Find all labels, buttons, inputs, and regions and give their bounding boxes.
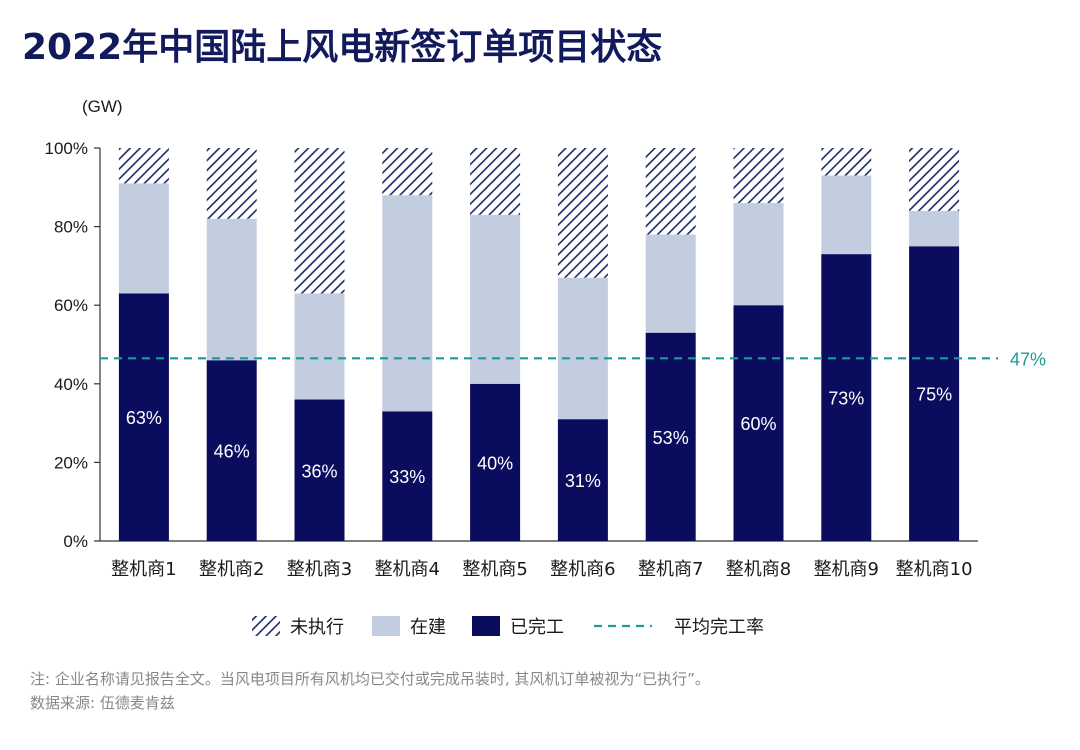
x-tick-label: 整机商6 bbox=[550, 559, 615, 580]
bar-group: 63% 整机商1 bbox=[111, 148, 177, 580]
y-tick-label: 20% bbox=[54, 453, 88, 472]
bar-unexecuted bbox=[909, 148, 960, 211]
bar-completed bbox=[382, 411, 433, 541]
legend-label: 已完工 bbox=[510, 617, 564, 638]
bar-group: 75% 整机商10 bbox=[896, 148, 973, 580]
bar-unexecuted bbox=[821, 148, 872, 176]
bar-group: 31% 整机商6 bbox=[550, 148, 616, 580]
x-tick-label: 整机商9 bbox=[814, 559, 879, 580]
bar-unexecuted bbox=[206, 148, 257, 219]
bar-under-construction bbox=[470, 214, 521, 384]
bar-under-construction bbox=[118, 183, 169, 294]
legend-item: 平均完工率 bbox=[594, 617, 764, 638]
legend-label: 平均完工率 bbox=[674, 617, 764, 638]
x-tick-label: 整机商4 bbox=[375, 559, 440, 580]
average-label: 47% bbox=[1010, 349, 1046, 369]
source-note: 数据来源: 伍德麦肯兹 bbox=[30, 694, 175, 712]
legend-label: 未执行 bbox=[290, 617, 344, 638]
bar-under-construction bbox=[206, 218, 257, 361]
bar-under-construction bbox=[821, 175, 872, 255]
bar-completed bbox=[821, 254, 872, 542]
bar-under-construction bbox=[557, 277, 608, 420]
bar-under-construction bbox=[294, 293, 345, 400]
x-tick-label: 整机商5 bbox=[462, 559, 527, 580]
footnote: 注: 企业名称请见报告全文。当风电项目所有风机均已交付或完成吊装时, 其风机订单… bbox=[30, 670, 710, 688]
bar-completed bbox=[645, 332, 696, 541]
bar-group: 40% 整机商5 bbox=[462, 148, 528, 580]
legend-swatch bbox=[372, 616, 400, 636]
legend-item: 在建 bbox=[372, 616, 446, 638]
bar-unexecuted bbox=[557, 148, 608, 278]
bar-under-construction bbox=[382, 195, 433, 412]
legend-item: 未执行 bbox=[252, 616, 344, 638]
y-tick-label: 80% bbox=[54, 218, 88, 237]
bar-unexecuted bbox=[733, 148, 784, 204]
stacked-bar-chart: (GW) 0% 20% 40% 60% 80% 100% 63% 整机商1 46% 整机商2 36… bbox=[45, 97, 1047, 638]
bar-completed bbox=[294, 399, 345, 541]
bar-completed bbox=[118, 293, 169, 541]
data-label: 33% bbox=[389, 467, 425, 487]
bar-unexecuted bbox=[118, 148, 169, 184]
bar-group: 53% 整机商7 bbox=[638, 148, 703, 580]
data-label: 75% bbox=[916, 385, 952, 405]
bar-completed bbox=[557, 419, 608, 541]
y-tick-label: 100% bbox=[45, 139, 88, 158]
data-label: 63% bbox=[126, 408, 162, 428]
data-label: 36% bbox=[301, 461, 337, 481]
data-label: 40% bbox=[477, 453, 513, 473]
data-label: 46% bbox=[214, 442, 250, 462]
data-label: 60% bbox=[740, 414, 776, 434]
legend-swatch bbox=[472, 616, 500, 636]
bar-group: 46% 整机商2 bbox=[199, 148, 264, 580]
x-tick-label: 整机商10 bbox=[896, 559, 973, 580]
bar-group: 73% 整机商9 bbox=[814, 148, 879, 580]
x-tick-label: 整机商3 bbox=[287, 559, 352, 580]
bar-completed bbox=[206, 360, 257, 541]
legend-item: 已完工 bbox=[472, 616, 564, 638]
bar-unexecuted bbox=[382, 148, 433, 196]
data-label: 73% bbox=[828, 389, 864, 409]
bar-under-construction bbox=[909, 210, 960, 247]
bar-completed bbox=[470, 383, 521, 541]
bar-unexecuted bbox=[470, 148, 521, 215]
x-tick-label: 整机商2 bbox=[199, 559, 264, 580]
chart-title: 2022年中国陆上风电新签订单项目状态 bbox=[22, 27, 663, 68]
bar-group: 60% 整机商8 bbox=[726, 148, 791, 580]
legend-swatch bbox=[252, 616, 280, 636]
bar-unexecuted bbox=[645, 148, 696, 235]
legend-label: 在建 bbox=[410, 617, 446, 638]
bar-group: 33% 整机商4 bbox=[375, 148, 440, 580]
bar-completed bbox=[733, 305, 784, 541]
bar-completed bbox=[909, 246, 960, 541]
x-tick-label: 整机商8 bbox=[726, 559, 791, 580]
y-tick-label: 60% bbox=[54, 296, 88, 315]
x-tick-label: 整机商7 bbox=[638, 559, 703, 580]
unit-label: (GW) bbox=[82, 97, 123, 116]
data-label: 53% bbox=[653, 428, 689, 448]
x-tick-label: 整机商1 bbox=[111, 559, 176, 580]
data-label: 31% bbox=[565, 471, 601, 491]
bar-unexecuted bbox=[294, 148, 345, 294]
bar-group: 36% 整机商3 bbox=[287, 148, 352, 580]
bar-under-construction bbox=[733, 203, 784, 306]
bar-under-construction bbox=[645, 234, 696, 333]
y-tick-label: 0% bbox=[63, 532, 88, 551]
y-tick-label: 40% bbox=[54, 375, 88, 394]
